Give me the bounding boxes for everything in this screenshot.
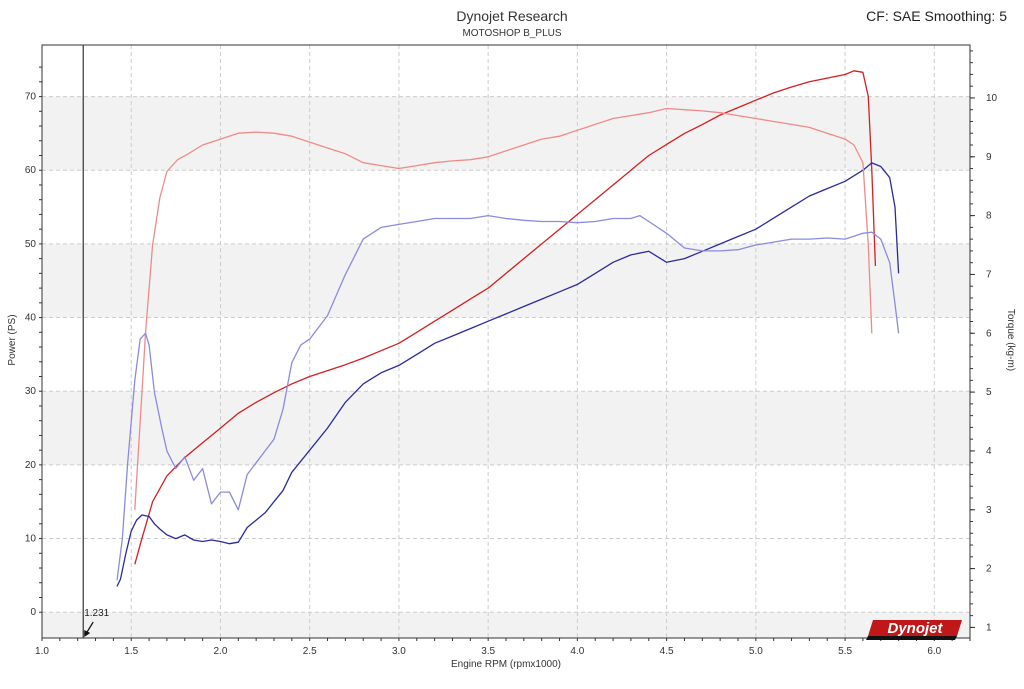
y2-tick-label: 7 bbox=[986, 269, 992, 280]
x-tick-label: 4.5 bbox=[660, 646, 674, 657]
plot-band bbox=[42, 391, 970, 465]
plot-grid bbox=[41, 45, 970, 638]
y2-axis-ticks: 1 2 3 4 5 6 7 8 9 10 bbox=[970, 50, 998, 633]
y2-tick-label: 4 bbox=[986, 446, 992, 457]
rpm-cursor-label: 1.231 bbox=[84, 608, 109, 619]
x-tick-label: 1.0 bbox=[35, 646, 49, 657]
x-tick-label: 1.5 bbox=[124, 646, 138, 657]
series-layer bbox=[116, 70, 900, 587]
rpm-cursor-arrow-icon[interactable] bbox=[84, 621, 94, 637]
y-tick-label: 10 bbox=[25, 534, 37, 545]
dynojet-logo-icon: Dynojet bbox=[866, 620, 962, 640]
chart-title: Dynojet Research bbox=[456, 8, 567, 24]
correction-smoothing-label: CF: SAE Smoothing: 5 bbox=[866, 8, 1007, 24]
x-axis-ticks: 1.0 1.5 2.0 2.5 3.0 3.5 4.0 4.5 5.0 5.5 6.0 bbox=[35, 638, 971, 657]
series-line-4 bbox=[116, 214, 900, 581]
y2-tick-label: 9 bbox=[986, 152, 992, 163]
y2-tick-label: 2 bbox=[986, 564, 992, 575]
y-axis-ticks: 0 10 20 30 40 50 60 70 bbox=[25, 66, 42, 618]
plot-band bbox=[42, 612, 970, 638]
x-tick-label: 5.0 bbox=[749, 646, 763, 657]
x-tick-label: 6.0 bbox=[927, 646, 941, 657]
x-tick-label: 5.5 bbox=[838, 646, 852, 657]
x-tick-label: 4.0 bbox=[570, 646, 584, 657]
plot-bands bbox=[42, 96, 970, 638]
series-line-3 bbox=[134, 107, 873, 510]
x-tick-label: 2.0 bbox=[214, 646, 228, 657]
plot-band bbox=[42, 243, 970, 318]
y2-tick-label: 10 bbox=[986, 93, 998, 104]
y-tick-label: 0 bbox=[30, 607, 36, 618]
y2-tick-label: 6 bbox=[986, 328, 992, 339]
cursor-arrow-head bbox=[84, 630, 91, 637]
y2-tick-label: 5 bbox=[986, 387, 992, 398]
chart-subtitle: MOTOSHOP B_PLUS bbox=[462, 28, 561, 39]
y-tick-label: 30 bbox=[25, 386, 37, 397]
x-tick-label: 3.0 bbox=[392, 646, 406, 657]
x-tick-label: 2.5 bbox=[303, 646, 317, 657]
logo-text: Dynojet bbox=[887, 620, 943, 637]
y-axis-label: Power (PS) bbox=[7, 314, 18, 365]
y2-axis-label: Torque (kg-m) bbox=[1005, 309, 1016, 371]
x-tick-label: 3.5 bbox=[481, 646, 495, 657]
y-tick-label: 20 bbox=[25, 460, 37, 471]
y-tick-label: 40 bbox=[25, 313, 37, 324]
y2-tick-label: 1 bbox=[986, 622, 992, 633]
y-tick-label: 70 bbox=[25, 92, 37, 103]
plot-band bbox=[42, 96, 970, 171]
y-tick-label: 50 bbox=[25, 239, 37, 250]
y2-tick-label: 8 bbox=[986, 211, 992, 222]
series-line-1 bbox=[134, 70, 877, 565]
x-axis-label: Engine RPM (rpmx1000) bbox=[451, 659, 561, 670]
y-tick-label: 60 bbox=[25, 165, 37, 176]
series-line-2 bbox=[116, 162, 900, 587]
y2-tick-label: 3 bbox=[986, 505, 992, 516]
